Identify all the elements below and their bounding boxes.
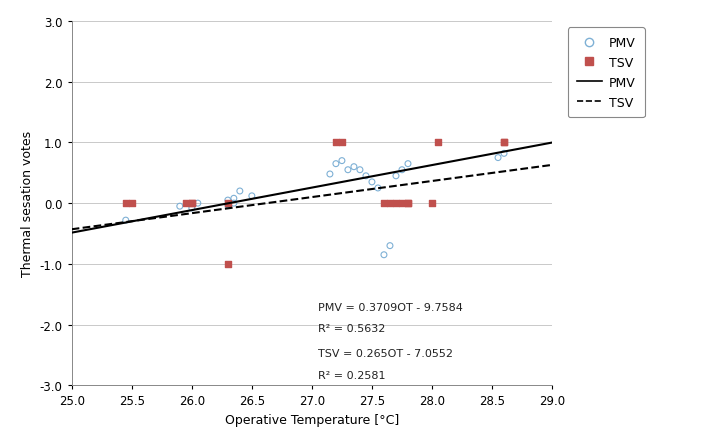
Legend: PMV, TSV, PMV, TSV: PMV, TSV, PMV, TSV	[568, 28, 645, 118]
Point	[228, 200, 239, 207]
Point	[120, 200, 131, 207]
Point	[360, 173, 371, 180]
Point	[498, 140, 510, 147]
Point	[222, 200, 234, 207]
Point	[324, 171, 336, 178]
Point	[402, 200, 414, 207]
Point	[366, 179, 378, 186]
Point	[192, 200, 204, 207]
Point	[222, 202, 234, 209]
Point	[348, 164, 360, 171]
Y-axis label: Thermal sesation votes: Thermal sesation votes	[21, 131, 34, 276]
Point	[372, 185, 384, 192]
Point	[186, 200, 197, 207]
Point	[378, 252, 389, 259]
Point	[186, 205, 197, 212]
Point	[228, 195, 239, 202]
Point	[330, 140, 341, 147]
Point	[222, 261, 234, 268]
Point	[402, 161, 414, 168]
Point	[384, 243, 396, 250]
Point	[186, 200, 197, 207]
Point	[426, 200, 437, 207]
Point	[378, 200, 389, 207]
Point	[498, 140, 510, 147]
Point	[246, 193, 257, 200]
Point	[390, 200, 402, 207]
Point	[180, 200, 191, 207]
Point	[222, 197, 234, 204]
Text: R² = 0.5632: R² = 0.5632	[318, 324, 385, 334]
Text: TSV = 0.265OT - 7.0552: TSV = 0.265OT - 7.0552	[318, 348, 453, 358]
Point	[234, 188, 245, 195]
Point	[354, 167, 366, 174]
Point	[390, 173, 402, 180]
Text: R² = 0.2581: R² = 0.2581	[318, 370, 386, 380]
Point	[432, 140, 444, 147]
Point	[498, 151, 510, 158]
Point	[493, 155, 504, 162]
Point	[120, 217, 131, 224]
Text: PMV = 0.3709OT - 9.7584: PMV = 0.3709OT - 9.7584	[318, 302, 462, 312]
Point	[397, 167, 408, 174]
X-axis label: Operative Temperature [°C]: Operative Temperature [°C]	[224, 413, 399, 426]
Point	[126, 200, 138, 207]
Point	[330, 161, 341, 168]
Point	[397, 200, 408, 207]
Point	[402, 200, 414, 207]
Point	[174, 203, 186, 210]
Point	[336, 140, 348, 147]
Point	[384, 200, 396, 207]
Point	[342, 167, 353, 174]
Point	[336, 158, 348, 165]
